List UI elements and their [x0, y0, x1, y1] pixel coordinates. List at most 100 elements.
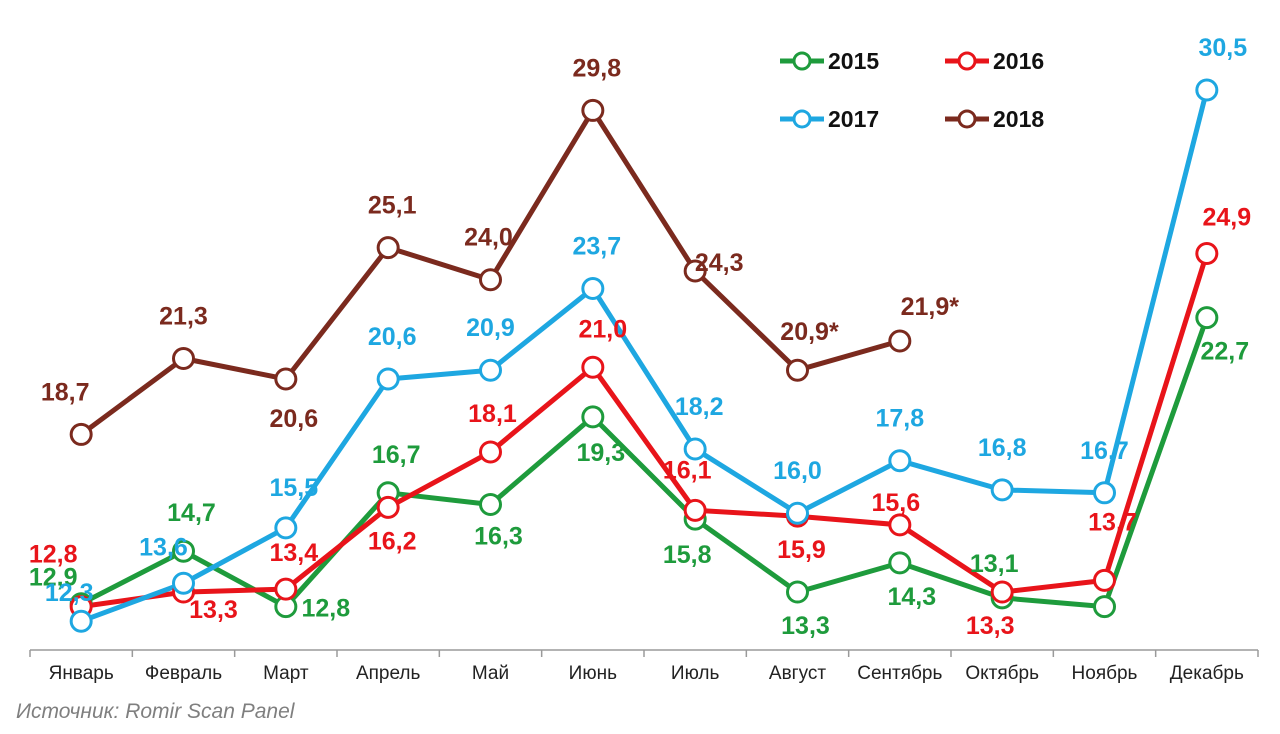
data-label-2015: 14,7	[167, 499, 216, 527]
data-label-2017: 15,5	[269, 474, 318, 502]
data-label-2018: 29,8	[572, 54, 621, 82]
data-label-2016: 18,1	[468, 400, 517, 428]
data-label-2015: 16,7	[372, 441, 421, 469]
data-point-2018	[581, 98, 605, 122]
data-point-2015	[172, 539, 195, 563]
source-note: Источник: Romir Scan Panel	[16, 700, 295, 723]
data-point-2018	[479, 268, 502, 292]
data-label-2018: 20,6	[269, 405, 318, 433]
data-label-2016: 13,3	[966, 612, 1015, 640]
data-label-2017: 20,9	[466, 314, 515, 342]
data-label-2017: 16,8	[978, 434, 1027, 462]
data-point-2017	[581, 276, 605, 300]
data-label-2015: 13,1	[970, 550, 1019, 578]
data-point-2016	[376, 495, 400, 519]
data-point-2017	[172, 571, 195, 595]
legend-label-2015: 2015	[828, 48, 879, 74]
data-label-2017: 18,2	[675, 393, 724, 421]
data-label-2018: 21,9*	[901, 293, 960, 321]
data-point-2016	[888, 513, 912, 537]
data-label-2017: 16,7	[1080, 437, 1129, 465]
data-point-2018	[683, 259, 707, 283]
x-tick-label: Октябрь	[965, 663, 1039, 684]
legend-label-2017: 2017	[828, 106, 879, 132]
data-label-2017: 30,5	[1198, 34, 1247, 62]
x-tick-label: Июль	[671, 663, 720, 684]
data-label-2015: 13,3	[781, 612, 830, 640]
data-point-2017	[376, 367, 400, 391]
legend-marker-2016	[957, 51, 977, 71]
data-point-2018	[786, 358, 809, 382]
series-lines	[78, 87, 1210, 624]
series-line-2015	[78, 315, 1210, 610]
data-point-2015	[1093, 595, 1116, 619]
data-label-2018: 24,0	[464, 224, 513, 252]
data-label-2016: 16,1	[663, 456, 712, 484]
x-axis: Январь Февраль Март Апрель Май Июнь Июль Август…	[29, 649, 1259, 684]
data-label-2016: 15,6	[871, 489, 920, 517]
data-label-2018: 21,3	[159, 303, 208, 331]
data-point-2016	[479, 440, 502, 464]
legend-marker-2015	[792, 51, 812, 71]
data-point-2016	[990, 580, 1014, 604]
series-line-2016	[78, 251, 1210, 610]
data-point-2017	[786, 501, 809, 525]
data-point-2016	[1195, 241, 1219, 265]
data-label-2017: 23,7	[572, 232, 621, 260]
data-point-2017	[990, 478, 1014, 502]
legend-label-2018: 2018	[993, 106, 1044, 132]
data-point-2018	[274, 367, 298, 391]
data-point-2017	[1093, 481, 1116, 505]
data-point-2018	[376, 236, 400, 260]
data-label-2016: 21,0	[578, 315, 627, 343]
data-label-2018: 18,7	[41, 378, 90, 406]
data-point-2015	[1195, 306, 1219, 330]
series-points	[69, 78, 1219, 633]
data-point-2016	[1093, 568, 1116, 592]
legend: 2015 2016 2017 2018	[780, 48, 1044, 132]
x-tick-label: Ноябрь	[1072, 663, 1138, 684]
data-labels: 12,9 14,7 12,8 16,7 16,3 19,3 15,8 13,3 14,3 13,1…	[29, 34, 1251, 640]
data-point-2017	[888, 449, 912, 473]
data-label-2015: 22,7	[1200, 338, 1249, 366]
series-line-2017	[78, 87, 1210, 624]
data-point-2018	[69, 422, 93, 446]
data-label-2017: 20,6	[368, 323, 417, 351]
data-label-2016: 15,9	[777, 536, 826, 564]
data-label-2017: 16,0	[773, 457, 822, 485]
x-tick-label: Август	[769, 663, 826, 684]
data-label-2015: 15,8	[663, 541, 712, 569]
data-point-2016	[581, 355, 605, 379]
data-point-2016	[683, 498, 707, 522]
data-point-2017	[1195, 78, 1219, 102]
x-tick-label: Декабрь	[1170, 663, 1244, 684]
data-point-2015	[581, 405, 605, 429]
data-point-2018	[888, 329, 912, 353]
data-point-2015	[888, 551, 912, 575]
data-label-2016: 13,3	[189, 596, 238, 624]
legend-marker-2017	[792, 109, 812, 129]
data-label-2015: 12,8	[301, 595, 350, 623]
data-point-2015	[786, 580, 809, 604]
data-label-2015: 12,9	[29, 564, 78, 592]
data-point-2015	[479, 492, 502, 516]
data-label-2016: 13,7	[1088, 508, 1137, 536]
data-point-2017	[683, 437, 707, 461]
data-label-2017: 17,8	[875, 405, 924, 433]
data-label-2018: 20,9*	[780, 318, 839, 346]
data-label-2016: 13,4	[269, 539, 318, 567]
legend-marker-2018	[957, 109, 977, 129]
x-tick-label: Январь	[49, 663, 114, 684]
data-point-2018	[172, 347, 195, 371]
data-point-2016	[274, 577, 298, 601]
data-point-2017	[274, 516, 298, 540]
data-label-2018: 25,1	[368, 192, 417, 220]
data-label-2016: 12,8	[29, 541, 78, 569]
data-label-2015: 14,3	[887, 583, 936, 611]
x-tick-label: Март	[263, 663, 309, 684]
data-label-2016: 24,9	[1202, 203, 1251, 231]
data-label-2015: 16,3	[474, 522, 523, 550]
x-tick-label: Апрель	[356, 663, 421, 684]
x-tick-label: Июнь	[569, 663, 617, 684]
